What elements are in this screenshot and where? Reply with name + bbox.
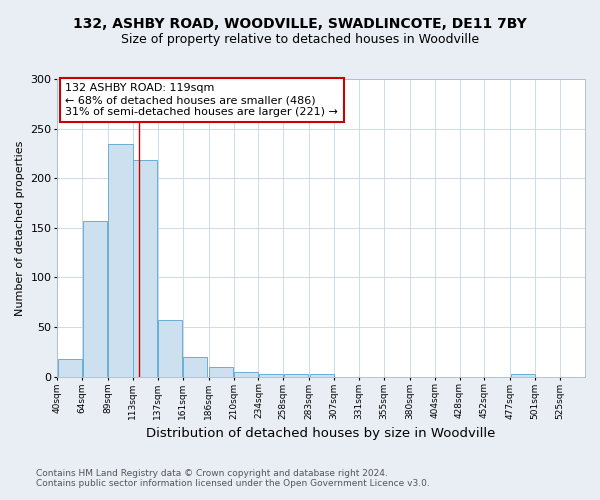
Bar: [183, 357, 207, 376]
Text: Contains HM Land Registry data © Crown copyright and database right 2024.: Contains HM Land Registry data © Crown c…: [36, 468, 388, 477]
Text: 132, ASHBY ROAD, WOODVILLE, SWADLINCOTE, DE11 7BY: 132, ASHBY ROAD, WOODVILLE, SWADLINCOTE,…: [73, 18, 527, 32]
Bar: [209, 367, 233, 376]
Bar: [284, 374, 308, 376]
Bar: [234, 372, 258, 376]
Bar: [83, 221, 107, 376]
X-axis label: Distribution of detached houses by size in Woodville: Distribution of detached houses by size …: [146, 427, 496, 440]
Bar: [158, 320, 182, 376]
Text: 132 ASHBY ROAD: 119sqm
← 68% of detached houses are smaller (486)
31% of semi-de: 132 ASHBY ROAD: 119sqm ← 68% of detached…: [65, 84, 338, 116]
Bar: [259, 374, 283, 376]
Bar: [511, 374, 535, 376]
Y-axis label: Number of detached properties: Number of detached properties: [15, 140, 25, 316]
Bar: [109, 144, 133, 376]
Text: Contains public sector information licensed under the Open Government Licence v3: Contains public sector information licen…: [36, 478, 430, 488]
Text: Size of property relative to detached houses in Woodville: Size of property relative to detached ho…: [121, 32, 479, 46]
Bar: [58, 359, 82, 376]
Bar: [133, 160, 157, 376]
Bar: [310, 374, 334, 376]
